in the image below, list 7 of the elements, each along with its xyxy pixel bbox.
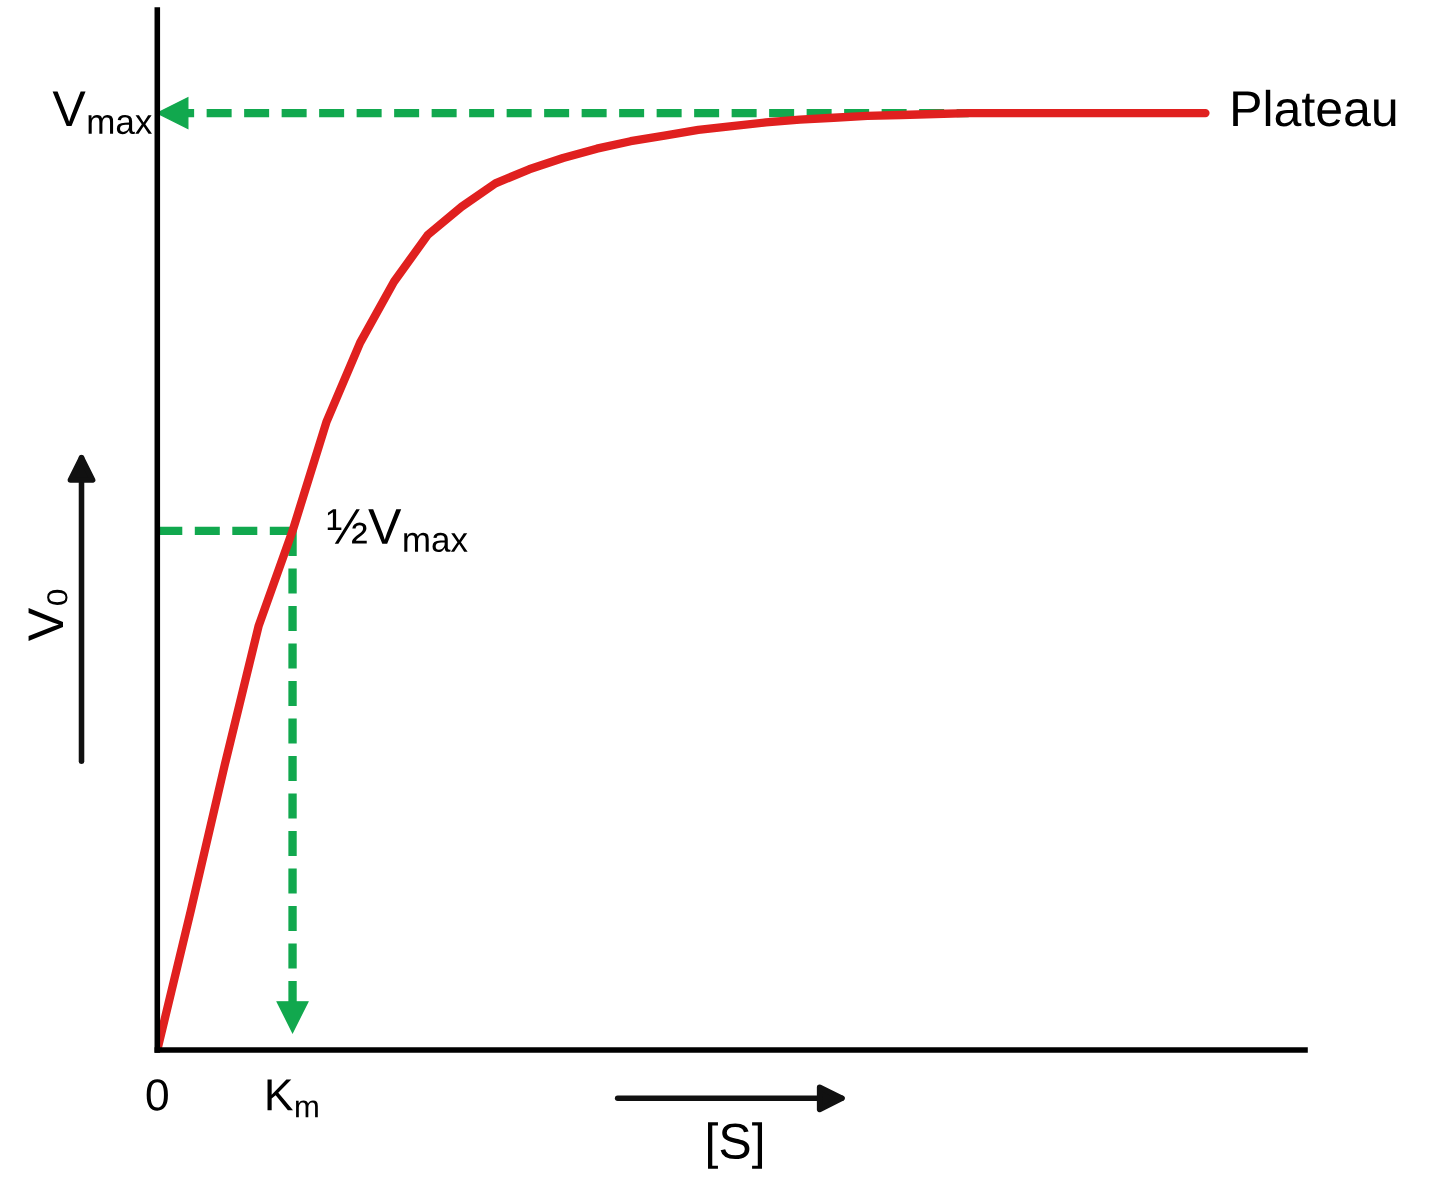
annotation: V$_{max}$ <box>52 91 152 135</box>
x-axis-title: [S] <box>708 1122 763 1169</box>
annotation: ½V$_{max}$ <box>327 509 468 553</box>
text: Plateau <box>1233 89 1396 127</box>
text: K$_{m}$ <box>267 1079 318 1118</box>
y-axis-title: V₀ <box>28 589 68 641</box>
text: 0 <box>146 1079 168 1111</box>
